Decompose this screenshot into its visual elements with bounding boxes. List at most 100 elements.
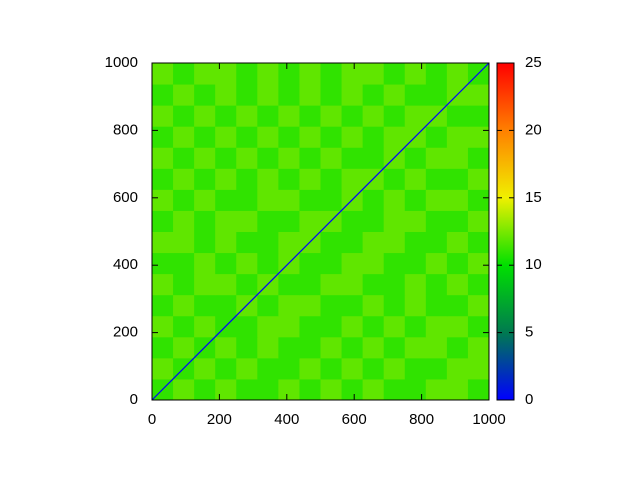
- heatmap-cell: [467, 147, 490, 169]
- heatmap-cell: [173, 189, 195, 211]
- heatmap-cell: [467, 168, 490, 190]
- heatmap-cell: [236, 84, 258, 106]
- heatmap-cell: [404, 84, 427, 106]
- heatmap-cell: [341, 126, 364, 148]
- heatmap-cell: [404, 273, 427, 296]
- heatmap-cell: [215, 273, 237, 296]
- x-tick-label: 200: [207, 411, 232, 428]
- heatmap-cell: [257, 63, 279, 85]
- heatmap-cell: [299, 315, 321, 338]
- colorbar-tick-label: 20: [525, 121, 542, 138]
- heatmap-cell: [467, 210, 490, 232]
- heatmap-cell: [215, 147, 237, 169]
- heatmap-cell: [467, 357, 490, 380]
- heatmap-cell: [194, 63, 216, 85]
- heatmap-cell: [404, 336, 427, 359]
- heatmap-cell: [425, 189, 448, 211]
- heatmap-cell: [383, 84, 406, 106]
- heatmap-cell: [194, 168, 216, 190]
- y-tick-label: 200: [113, 324, 138, 341]
- heatmap-cell: [236, 63, 258, 85]
- heatmap-cell: [257, 189, 279, 211]
- heatmap-cell: [257, 231, 279, 254]
- heatmap-cell: [173, 126, 195, 148]
- heatmap-cell: [341, 252, 364, 275]
- heatmap-cell: [278, 336, 300, 359]
- heatmap-cell: [278, 189, 300, 211]
- heatmap-cell: [383, 105, 406, 127]
- heatmap-cell: [425, 357, 448, 380]
- heatmap-cell: [152, 189, 174, 211]
- heatmap-cell: [404, 294, 427, 317]
- heatmap-cell: [257, 126, 279, 148]
- plot-frame: [151, 62, 490, 401]
- x-tick-label: 1000: [472, 411, 505, 428]
- heatmap-cell: [446, 336, 469, 359]
- heatmap-cell: [299, 84, 321, 106]
- heatmap-cell: [278, 84, 300, 106]
- heatmap-cell: [362, 336, 385, 359]
- heatmap-cell: [152, 84, 174, 106]
- heatmap-cell: [404, 168, 427, 190]
- heatmap-cell: [320, 126, 343, 148]
- heatmap-cell: [173, 273, 195, 296]
- heatmap-cell: [215, 252, 237, 275]
- heatmap-cell: [425, 378, 448, 401]
- heatmap-cell: [173, 63, 195, 85]
- heatmap-cell: [425, 147, 448, 169]
- heatmap-cell: [236, 378, 258, 401]
- heatmap-cell: [341, 231, 364, 254]
- heatmap-cell: [446, 126, 469, 148]
- heatmap-cell: [299, 210, 321, 232]
- heatmap-cell: [404, 315, 427, 338]
- heatmap-cell: [152, 273, 174, 296]
- heatmap-cell: [257, 378, 279, 401]
- heatmap-cell: [257, 357, 279, 380]
- heatmap-cell: [173, 294, 195, 317]
- heatmap-cell: [446, 315, 469, 338]
- heatmap-cell: [341, 273, 364, 296]
- heatmap-cell: [362, 378, 385, 401]
- heatmap-cell: [173, 252, 195, 275]
- heatmap-cell: [341, 315, 364, 338]
- heatmap-cell: [278, 294, 300, 317]
- heatmap-cell: [215, 126, 237, 148]
- heatmap-cell: [215, 210, 237, 232]
- heatmap-cell: [278, 315, 300, 338]
- heatmap-cell: [320, 252, 343, 275]
- heatmap-cell: [236, 315, 258, 338]
- heatmap-cell: [446, 147, 469, 169]
- colorbar-tick-label: 15: [525, 189, 542, 206]
- heatmap-cell: [320, 357, 343, 380]
- heatmap-cell: [362, 273, 385, 296]
- heatmap-cell: [257, 252, 279, 275]
- heatmap-cell: [320, 147, 343, 169]
- heatmap-cell: [257, 336, 279, 359]
- heatmap-cell: [404, 210, 427, 232]
- heatmap-cell: [236, 273, 258, 296]
- heatmap-cell: [383, 231, 406, 254]
- heatmap-cell: [446, 210, 469, 232]
- heatmap-cell: [194, 105, 216, 127]
- heatmap-cell: [299, 336, 321, 359]
- heatmap-cell: [194, 294, 216, 317]
- heatmap-cell: [152, 63, 174, 85]
- heatmap-cell: [215, 168, 237, 190]
- heatmap-cell: [446, 273, 469, 296]
- heatmap-cell: [467, 294, 490, 317]
- heatmap-cell: [383, 63, 406, 85]
- heatmap-cell: [362, 252, 385, 275]
- heatmap-cell: [152, 210, 174, 232]
- x-tick-label: 600: [342, 411, 367, 428]
- heatmap-cell: [320, 231, 343, 254]
- heatmap-cell: [362, 105, 385, 127]
- heatmap-cell: [320, 105, 343, 127]
- heatmap-cell: [236, 252, 258, 275]
- heatmap-cell: [173, 315, 195, 338]
- heatmap-cell: [236, 336, 258, 359]
- heatmap-cell: [341, 294, 364, 317]
- heatmap-cell: [215, 231, 237, 254]
- heatmap-cell: [257, 210, 279, 232]
- heatmap-cell: [425, 210, 448, 232]
